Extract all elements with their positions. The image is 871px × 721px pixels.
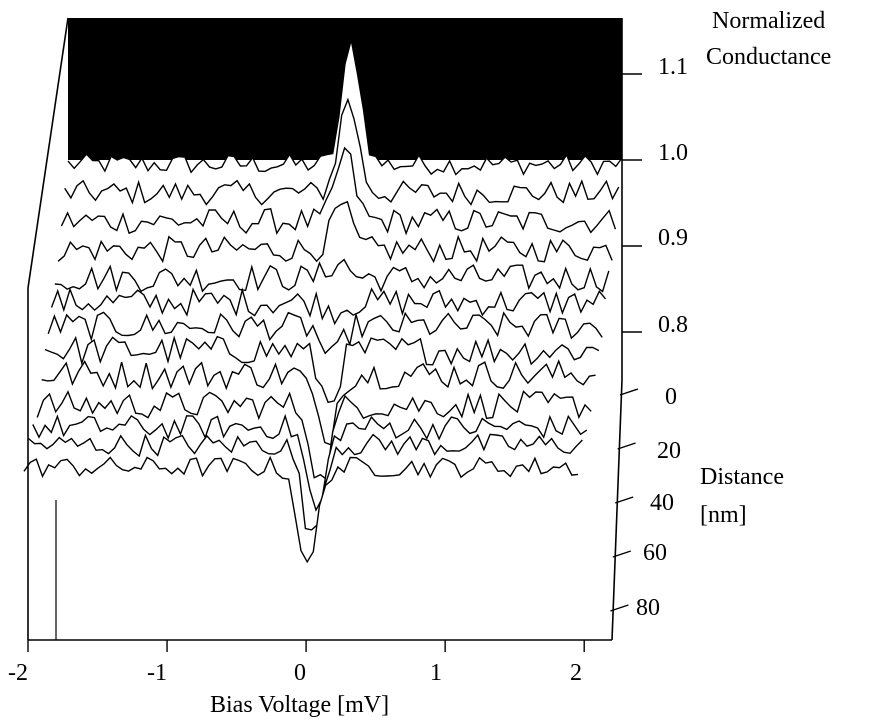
y-axis-line xyxy=(611,379,623,641)
trace-line-56nm xyxy=(36,390,592,481)
trace-line-42nm xyxy=(44,335,600,404)
trace-line-64nm xyxy=(32,413,588,512)
trace-fill-80nm xyxy=(24,457,578,640)
z-tick-label-1-1: 1.1 xyxy=(658,54,688,80)
y-tick-label-60: 60 xyxy=(643,540,667,566)
trace-line-36nm xyxy=(47,311,603,355)
trace-line-48nm xyxy=(41,359,596,446)
y-tick-label-20: 20 xyxy=(657,438,681,464)
y-tick-1 xyxy=(617,442,636,450)
z-tick-label-0-8: 0.8 xyxy=(658,312,688,338)
trace-line-12nm xyxy=(60,146,617,236)
y-tick-label-0: 0 xyxy=(665,384,677,410)
z-axis-title-line1: Normalized xyxy=(712,8,825,34)
x-tick-label-0: 0 xyxy=(294,660,306,686)
left-top-edge xyxy=(27,17,69,289)
y-tick-label-80: 80 xyxy=(636,595,660,621)
z-tick-label-1-0: 1.0 xyxy=(658,140,688,166)
chart-frame xyxy=(27,17,642,652)
trace-line-24nm xyxy=(54,258,610,293)
trace-line-30nm xyxy=(50,287,607,326)
y-tick-2 xyxy=(614,496,634,504)
y-axis-title-line2: [nm] xyxy=(700,502,747,528)
trace-line-72nm xyxy=(27,433,583,531)
x-tick-label-neg1: -1 xyxy=(147,660,167,686)
x-tick-label-1: 1 xyxy=(430,660,442,686)
y-tick-0 xyxy=(619,388,639,396)
x-tick-label-neg2: -2 xyxy=(8,660,28,686)
y-tick-4 xyxy=(610,604,629,612)
y-tick-label-40: 40 xyxy=(650,490,674,516)
z-tick-label-0-9: 0.9 xyxy=(658,225,688,251)
y-tick-3 xyxy=(612,550,632,558)
y-axis-title-line1: Distance xyxy=(700,464,784,490)
surface-traces xyxy=(23,18,623,641)
z-axis-title-line2: Conductance xyxy=(706,44,831,70)
trace-line-0nm xyxy=(67,39,623,176)
trace-line-18nm xyxy=(57,200,613,264)
x-tick-label-2: 2 xyxy=(570,660,582,686)
trace-line-80nm xyxy=(23,455,579,564)
trace-line-6nm xyxy=(64,97,620,206)
x-axis-title: Bias Voltage [mV] xyxy=(210,692,389,718)
